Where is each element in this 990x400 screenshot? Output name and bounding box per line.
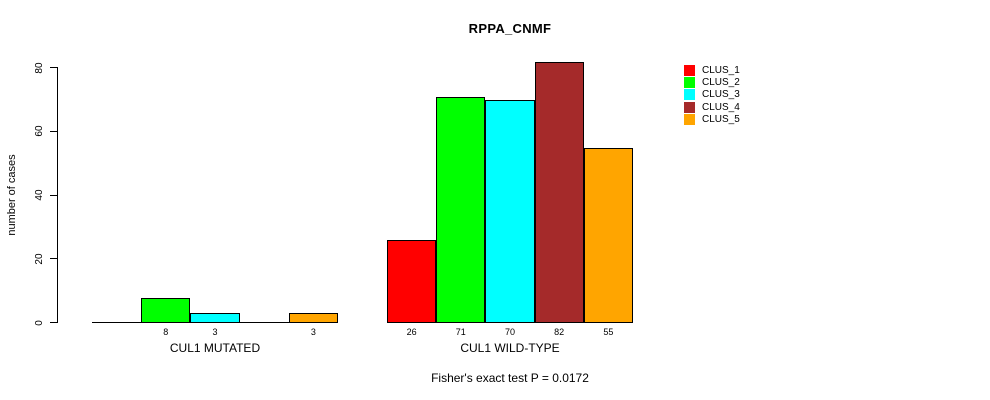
y-tick-mark [50,67,57,68]
y-tick-label: 0 [33,319,45,326]
legend-swatch-icon [684,113,695,125]
legend-swatch-icon [684,89,695,101]
legend-item-clus_3: CLUS_3 [684,89,740,101]
zero-height-bar-clus_1-group0 [92,322,143,323]
bar-value-label: 55 [603,327,614,337]
legend-label: CLUS_1 [702,64,740,76]
legend-label: CLUS_5 [702,113,740,125]
bar-clus_1-group1 [387,240,437,323]
y-axis-line [57,67,58,323]
legend-swatch-icon [684,101,695,113]
annotation-fisher-test: Fisher's exact test P = 0.0172 [431,371,589,385]
legend-item-clus_4: CLUS_4 [684,101,740,113]
bar-value-label: 3 [212,327,218,337]
y-tick-mark [50,258,57,260]
x-group-label-mutated: CUL1 MUTATED [169,341,261,355]
bar-value-label: 26 [406,327,417,337]
bar-value-label: 3 [310,327,316,337]
x-group-label-wildtype: CUL1 WILD-TYPE [460,341,560,355]
legend-swatch-icon [684,76,695,88]
y-tick-mark [50,194,57,196]
bar-clus_3-group1 [485,99,535,323]
bar-clus_2-group0 [141,297,191,323]
bar-value-label: 71 [455,327,466,337]
bar-clus_5-group0 [288,313,338,323]
y-tick-mark [50,322,57,323]
y-tick-mark [50,130,57,132]
y-tick-label: 20 [33,253,45,265]
legend-item-clus_2: CLUS_2 [684,76,740,88]
y-tick-label: 80 [33,61,45,74]
bar-clus_4-group1 [534,61,584,323]
bar-clus_5-group1 [583,147,633,323]
bar-value-label: 82 [554,327,565,337]
y-tick-label: 40 [33,189,45,201]
legend-item-clus_1: CLUS_1 [684,64,740,76]
bar-value-label: 8 [163,327,169,337]
y-axis-title: number of cases [6,154,18,236]
legend-swatch-icon [684,64,695,76]
zero-height-bar-clus_4-group0 [239,322,290,323]
legend-label: CLUS_3 [702,89,740,101]
legend-item-clus_5: CLUS_5 [684,113,740,125]
y-tick-label: 60 [33,125,45,137]
bar-clus_2-group1 [436,96,486,323]
legend: CLUS_1 CLUS_2 CLUS_3 CLUS_4 CLUS_5 [684,64,740,125]
bar-clus_3-group0 [190,313,240,323]
legend-label: CLUS_4 [702,101,740,113]
legend-label: CLUS_2 [702,76,740,88]
bar-value-label: 70 [504,327,515,337]
chart-title: RPPA_CNMF [468,21,552,36]
